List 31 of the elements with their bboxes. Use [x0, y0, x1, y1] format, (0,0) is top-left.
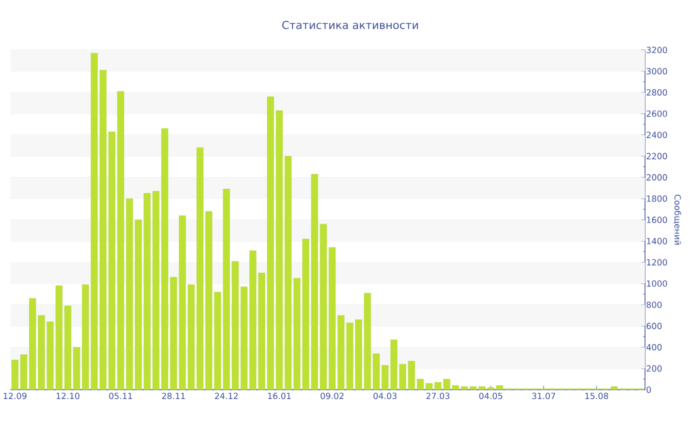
y-tick-label: 2400 — [646, 132, 668, 138]
y-axis-title: Сообщений — [673, 194, 682, 245]
y-tick-label: 2000 — [646, 174, 668, 181]
y-tick-label: 3000 — [646, 68, 668, 75]
x-tick-label: 04.03 — [374, 392, 396, 400]
y-tick-label: 3200 — [646, 46, 668, 54]
y-tick-label: 0 — [646, 386, 651, 394]
y-tick-label: 400 — [646, 344, 662, 351]
y-tick-label: 1800 — [647, 196, 668, 202]
x-tick-label: 04.05 — [479, 392, 502, 400]
x-tick-label: 15.08 — [585, 392, 608, 400]
y-tick-label: 1000 — [647, 280, 668, 287]
y-tick-label: 1600 — [647, 216, 668, 224]
y-tick-label: 1400 — [647, 238, 668, 244]
y-tick-label: 2600 — [646, 110, 668, 118]
x-tick-label: 28.11 — [162, 392, 185, 400]
y-tick-label: 1200 — [647, 259, 668, 266]
x-tick-label: 27.03 — [426, 392, 450, 400]
y-tick-label: 200 — [646, 365, 662, 372]
x-tick-label: 12.09 — [4, 392, 26, 400]
y-tick-label: 2200 — [646, 153, 668, 160]
x-tick-label: 05.11 — [109, 392, 132, 400]
x-tick-label: 24.12 — [214, 392, 238, 400]
y-tick-label: 2800 — [646, 89, 668, 96]
x-tick-label: 31.07 — [532, 392, 556, 400]
y-tick-label: 800 — [646, 302, 662, 308]
chart-title: Статистика активности — [282, 21, 418, 30]
x-tick-label: 12.10 — [56, 392, 80, 400]
x-tick-label: 16.01 — [268, 392, 291, 400]
y-tick-label: 600 — [646, 322, 662, 330]
x-tick-label: 09.02 — [320, 392, 344, 400]
